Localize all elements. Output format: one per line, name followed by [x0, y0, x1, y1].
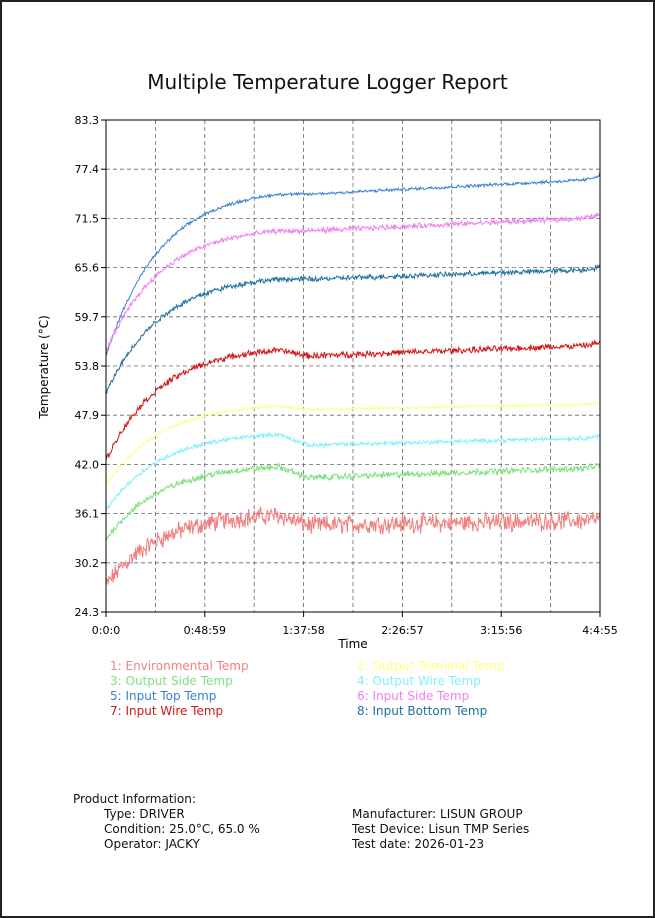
series-line-3 [105, 461, 601, 541]
legend-entry-2: 2: Output Terminal Temp [357, 659, 505, 673]
legend-entry-4: 4: Output Wire Temp [357, 674, 481, 688]
operator: Operator: JACKY [104, 837, 200, 851]
x-axis-ticks: 0:0:0 0:48:59 1:37:58 2:26:57 3:15:56 4:4:55 [92, 612, 618, 637]
plot-lines [105, 172, 601, 585]
x-tick-label: 0:48:59 [184, 624, 226, 637]
test-date: Test date: 2026-01-23 [352, 837, 485, 851]
x-tick-label: 1:37:58 [282, 624, 324, 637]
series-line-4 [105, 431, 601, 512]
y-tick-label: 65.6 [75, 262, 100, 275]
product-type: Type: DRIVER [104, 807, 185, 821]
legend-entry-7: 7: Input Wire Temp [110, 704, 224, 718]
y-tick-label: 59.7 [75, 311, 100, 324]
x-tick-label: 0:0:0 [92, 624, 120, 637]
product-info-heading: Product Information: [73, 792, 196, 806]
series-line-7 [105, 339, 601, 461]
x-tick-label: 4:4:55 [582, 624, 617, 637]
y-tick-label: 42.0 [75, 458, 100, 471]
series-line-1 [105, 506, 601, 585]
test-condition: Condition: 25.0°C, 65.0 % [104, 822, 260, 836]
y-tick-label: 83.3 [75, 114, 100, 127]
series-line-5 [105, 172, 601, 356]
y-tick-label: 71.5 [75, 212, 100, 225]
legend-entry-3: 3: Output Side Temp [110, 674, 233, 688]
legend-entry-1: 1: Environmental Temp [110, 659, 249, 673]
series-line-2 [105, 401, 601, 485]
x-tick-label: 3:15:56 [480, 624, 522, 637]
temperature-chart: 24.3 30.2 36.1 42.0 47.9 53.8 59.7 65.6 71.5 77.4… [37, 114, 618, 651]
legend-entry-8: 8: Input Bottom Temp [357, 704, 488, 718]
y-axis-ticks: 24.3 30.2 36.1 42.0 47.9 53.8 59.7 65.6 71.5 77.4… [75, 114, 106, 619]
series-line-6 [105, 212, 601, 353]
test-device: Test Device: Lisun TMP Series [352, 822, 530, 836]
y-tick-label: 53.8 [75, 360, 100, 373]
y-tick-label: 36.1 [75, 508, 100, 521]
manufacturer: Manufacturer: LISUN GROUP [352, 807, 523, 821]
legend-entry-5: 5: Input Top Temp [110, 689, 217, 703]
y-axis-label: Temperature (°C) [37, 315, 51, 420]
x-axis-label: Time [337, 637, 367, 651]
legend-entry-6: 6: Input Side Temp [357, 689, 470, 703]
series-line-8 [105, 263, 601, 394]
y-tick-label: 47.9 [75, 409, 100, 422]
grid [106, 120, 600, 612]
chart-title: Multiple Temperature Logger Report [147, 70, 508, 94]
y-tick-label: 24.3 [75, 606, 100, 619]
x-tick-label: 2:26:57 [381, 624, 423, 637]
y-tick-label: 30.2 [75, 557, 100, 570]
y-tick-label: 77.4 [75, 163, 100, 176]
